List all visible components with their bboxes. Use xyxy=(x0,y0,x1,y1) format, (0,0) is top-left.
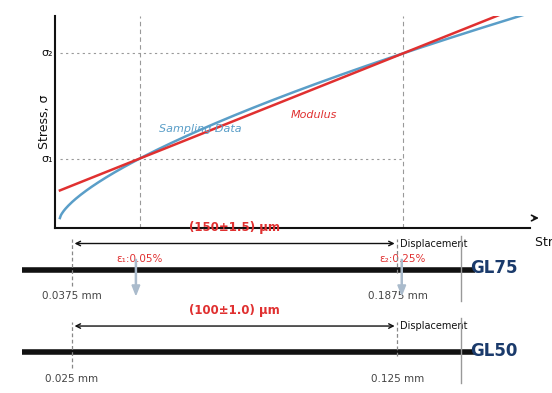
Text: Displacement: Displacement xyxy=(400,321,468,331)
Text: ε₁:0.05%: ε₁:0.05% xyxy=(116,254,163,264)
Text: ε₂:0.25%: ε₂:0.25% xyxy=(380,254,426,264)
Text: 0.025 mm: 0.025 mm xyxy=(45,374,98,384)
Text: Displacement: Displacement xyxy=(400,239,468,248)
Text: 0.1875 mm: 0.1875 mm xyxy=(368,292,427,301)
Text: 0.125 mm: 0.125 mm xyxy=(371,374,424,384)
Text: GL50: GL50 xyxy=(470,342,518,360)
Text: Sampling Data: Sampling Data xyxy=(158,125,241,134)
Text: 0.0375 mm: 0.0375 mm xyxy=(42,292,102,301)
Text: GL75: GL75 xyxy=(470,259,518,277)
Text: Modulus: Modulus xyxy=(290,110,337,120)
Text: σ₂: σ₂ xyxy=(41,48,53,59)
Text: (150±1.5) μm: (150±1.5) μm xyxy=(189,221,280,234)
Text: Strain, ε: Strain, ε xyxy=(535,237,552,250)
Y-axis label: Stress, σ: Stress, σ xyxy=(38,95,51,149)
Text: (100±1.0) μm: (100±1.0) μm xyxy=(189,303,280,317)
Text: σ₁: σ₁ xyxy=(41,154,53,163)
